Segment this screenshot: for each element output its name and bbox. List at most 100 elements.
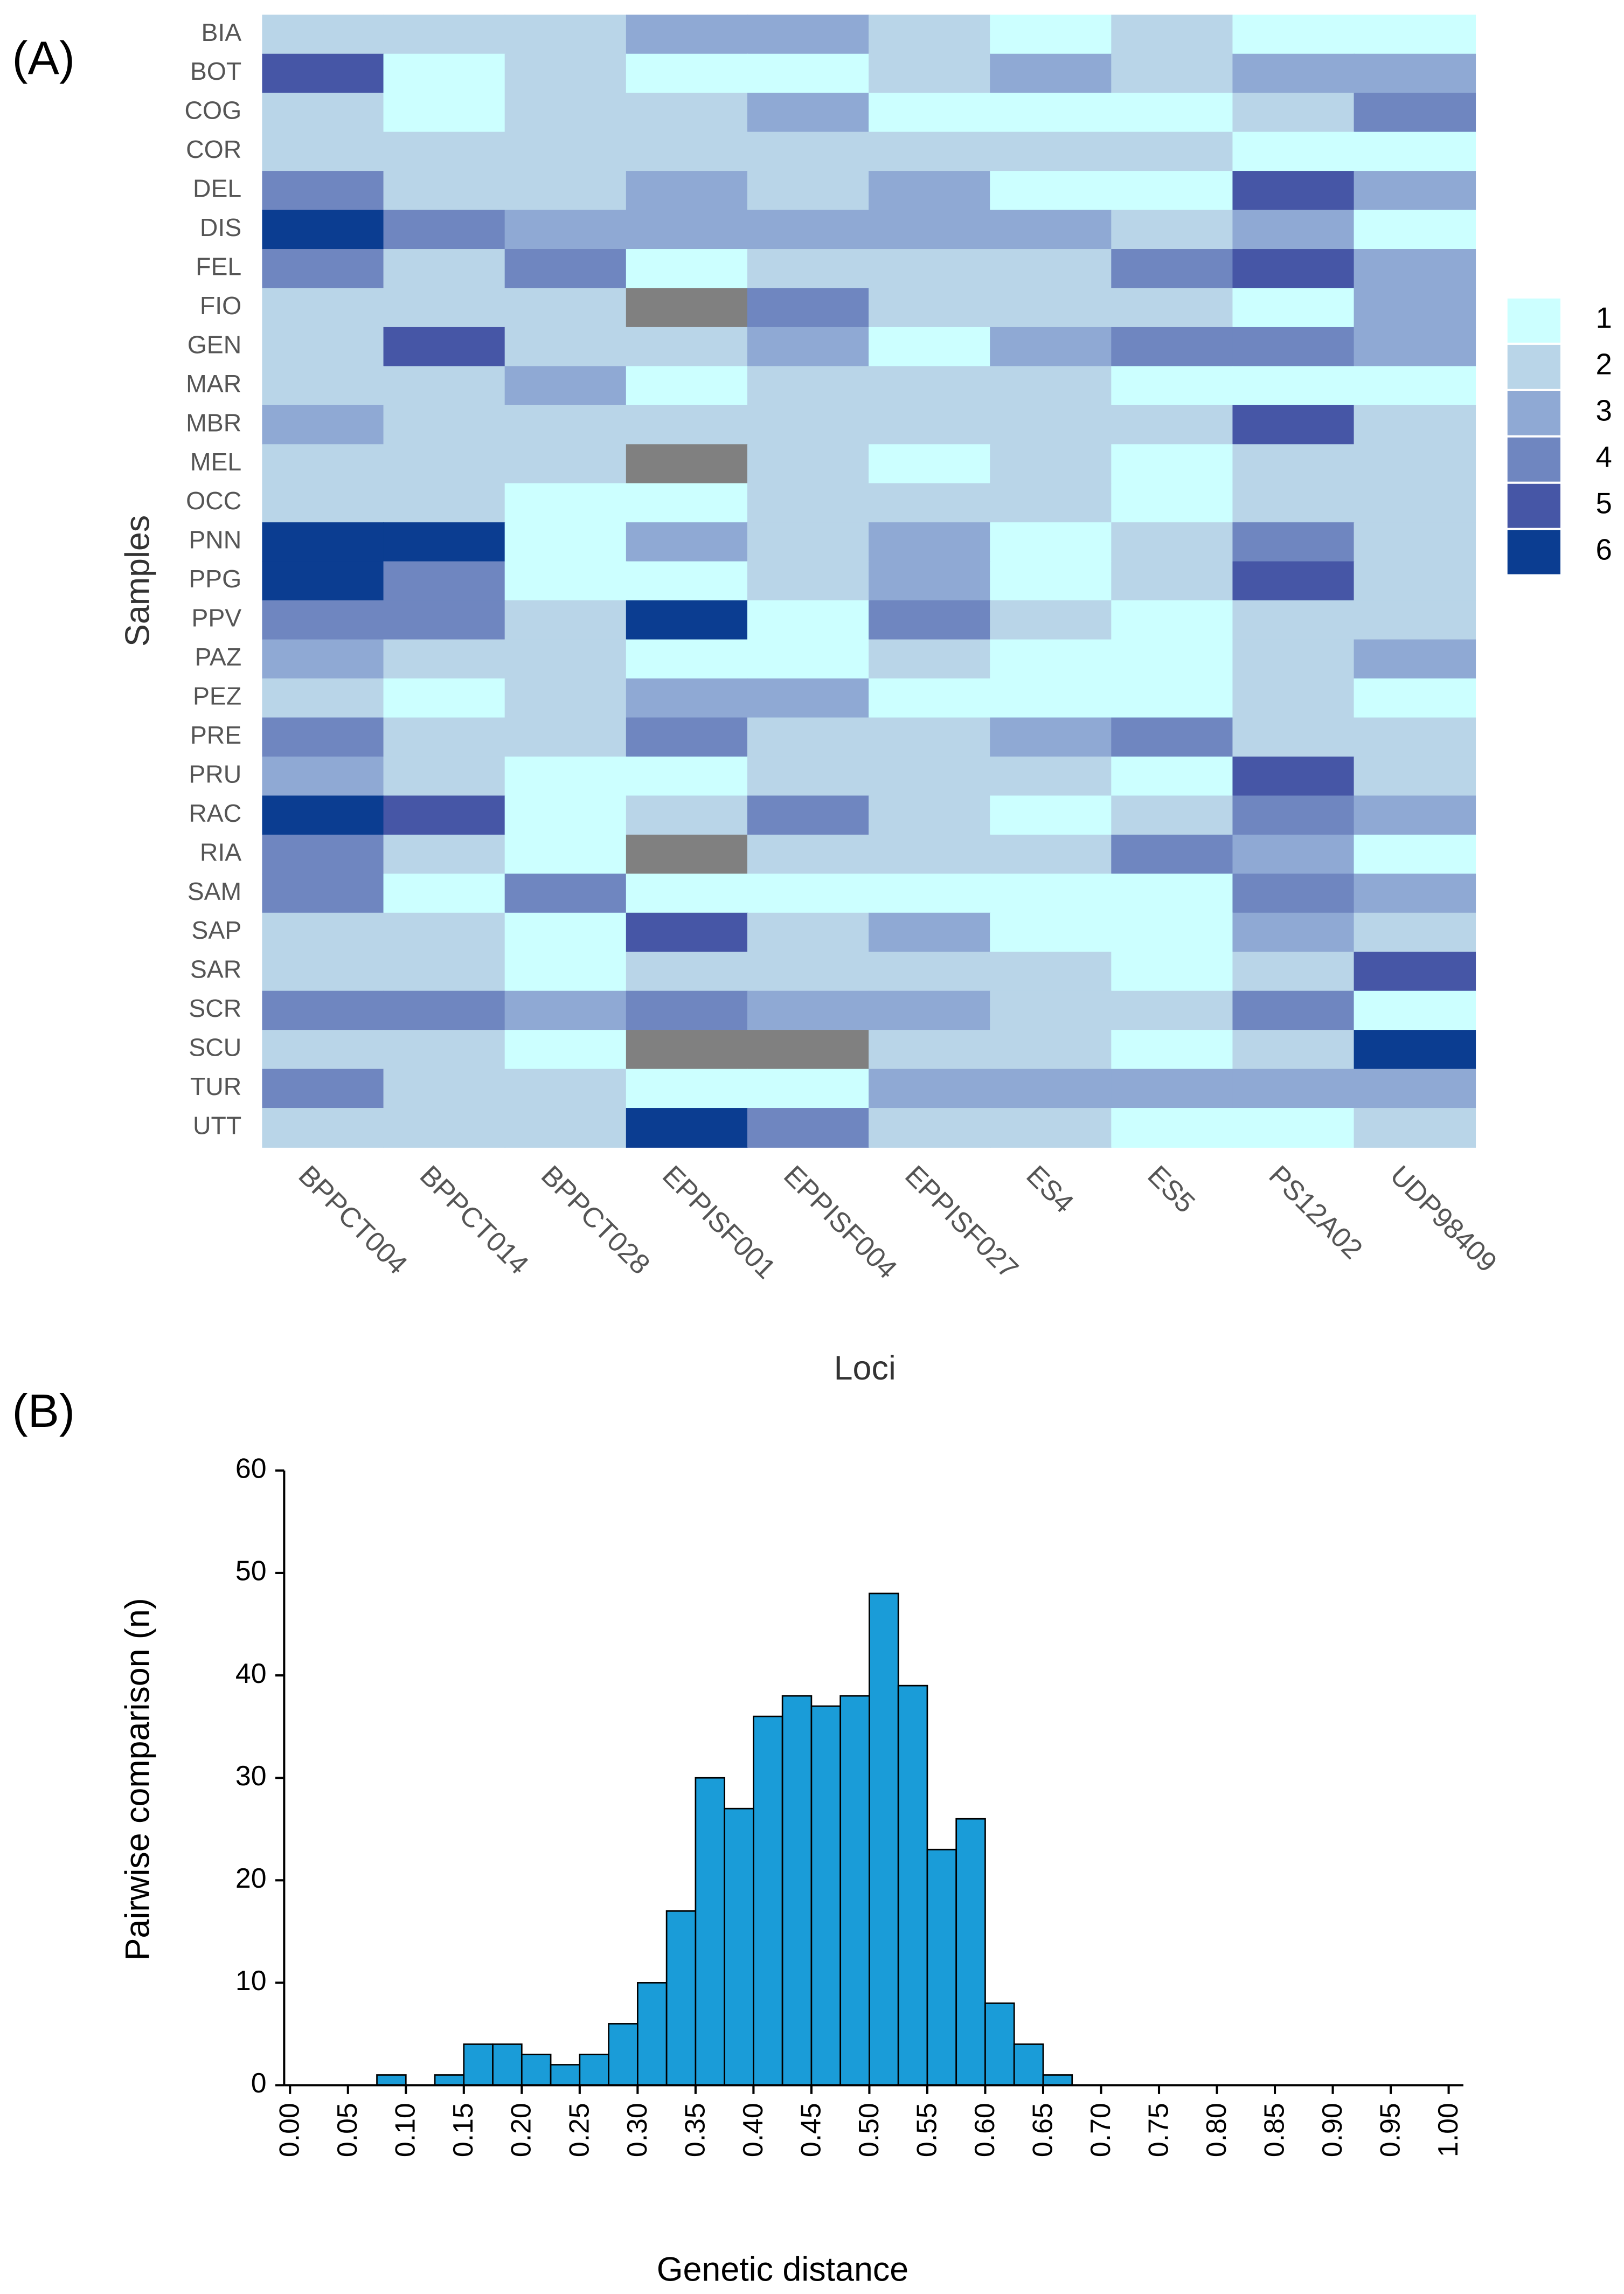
x-tick-label: 0.95 (1374, 2103, 1405, 2157)
heat-cell (1111, 210, 1233, 250)
heat-cell (869, 210, 991, 250)
heat-cell (626, 522, 748, 563)
heat-cell (747, 717, 870, 758)
heat-cell (990, 483, 1112, 523)
heat-cell (626, 53, 748, 94)
heat-cell (383, 756, 506, 796)
heat-cell (262, 483, 384, 523)
legend-swatch (1507, 530, 1560, 574)
heat-cell (1354, 561, 1476, 601)
heat-cell (262, 15, 384, 55)
heat-cell (504, 131, 627, 172)
heat-cell (990, 795, 1112, 836)
heat-cell (1232, 444, 1355, 484)
histogram-bar (839, 1695, 870, 2086)
heat-cell (990, 678, 1112, 718)
heat-cell (869, 600, 991, 640)
heat-cell (262, 288, 384, 328)
row-label: MBR (186, 408, 241, 436)
heat-cell (747, 131, 870, 172)
histogram-bar (520, 2054, 552, 2086)
heat-cell (504, 210, 627, 250)
heat-cell (747, 600, 870, 640)
histogram-bar (984, 2002, 1015, 2086)
heat-cell (1232, 15, 1355, 55)
heat-cell (990, 1069, 1112, 1109)
heat-cell (1111, 1030, 1233, 1070)
heat-cell (626, 1108, 748, 1148)
heat-cell (383, 171, 506, 211)
heat-cell (747, 93, 870, 133)
heat-cell (990, 210, 1112, 250)
heat-cell (1111, 1069, 1233, 1109)
heat-cell (504, 561, 627, 601)
heat-cell (869, 756, 991, 796)
x-tick-label: 0.35 (679, 2103, 710, 2157)
x-tick-label: 0.05 (331, 2103, 363, 2157)
row-label: GEN (188, 330, 242, 358)
heat-cell (626, 210, 748, 250)
heat-cell (383, 834, 506, 875)
heat-cell (383, 210, 506, 250)
histogram-bar (636, 1982, 668, 2086)
heat-cell (990, 912, 1112, 953)
heat-cell (1354, 93, 1476, 133)
heat-cell (1354, 678, 1476, 718)
legend-label: 2 (1595, 348, 1612, 381)
heat-cell (383, 717, 506, 758)
heat-cell (1232, 874, 1355, 914)
heat-cell (1354, 1108, 1476, 1148)
heat-cell (1111, 834, 1233, 875)
heat-cell (1111, 171, 1233, 211)
heat-cell (1354, 795, 1476, 836)
heat-cell (747, 327, 870, 367)
heat-cell (262, 366, 384, 406)
heat-cell (1232, 717, 1355, 758)
column-label: UDP98409 (1384, 1159, 1503, 1278)
heat-cell (1354, 522, 1476, 563)
heat-cell (1232, 639, 1355, 680)
heat-cell (869, 912, 991, 953)
heat-cell (1111, 717, 1233, 758)
heat-cell (747, 639, 870, 680)
heat-cell (626, 600, 748, 640)
heat-cell (869, 171, 991, 211)
heat-cell (990, 249, 1112, 289)
heat-cell (262, 522, 384, 563)
row-label: PNN (189, 526, 241, 554)
row-label: BIA (201, 18, 241, 46)
heat-cell (1111, 561, 1233, 601)
row-label: TUR (190, 1072, 241, 1100)
heat-cell (626, 912, 748, 953)
heat-cell (1232, 522, 1355, 563)
histogram-bar (550, 2064, 581, 2086)
row-label: SAR (190, 955, 241, 983)
heat-cell (990, 561, 1112, 601)
heat-cell (383, 249, 506, 289)
heat-cell (869, 327, 991, 367)
heat-cell (1111, 795, 1233, 836)
row-label: SAM (188, 877, 242, 905)
heat-cell (262, 131, 384, 172)
heat-cell (869, 249, 991, 289)
histogram-bar (695, 1777, 725, 2086)
heat-cell (383, 288, 506, 328)
heat-cell (383, 366, 506, 406)
heat-cell (869, 561, 991, 601)
heat-cell (1232, 600, 1355, 640)
heat-cell (747, 249, 870, 289)
heat-cell (990, 327, 1112, 367)
heat-cell (383, 600, 506, 640)
heat-cell (1232, 405, 1355, 445)
heat-cell (869, 93, 991, 133)
heat-cell (383, 444, 506, 484)
histogram-bar (955, 1818, 986, 2086)
heat-cell (383, 1108, 506, 1148)
heat-cell (504, 1069, 627, 1109)
heat-cell (1354, 717, 1476, 758)
heat-cell (504, 795, 627, 836)
histogram-bar (376, 2074, 407, 2086)
heat-cell (383, 561, 506, 601)
heat-cell (1354, 756, 1476, 796)
